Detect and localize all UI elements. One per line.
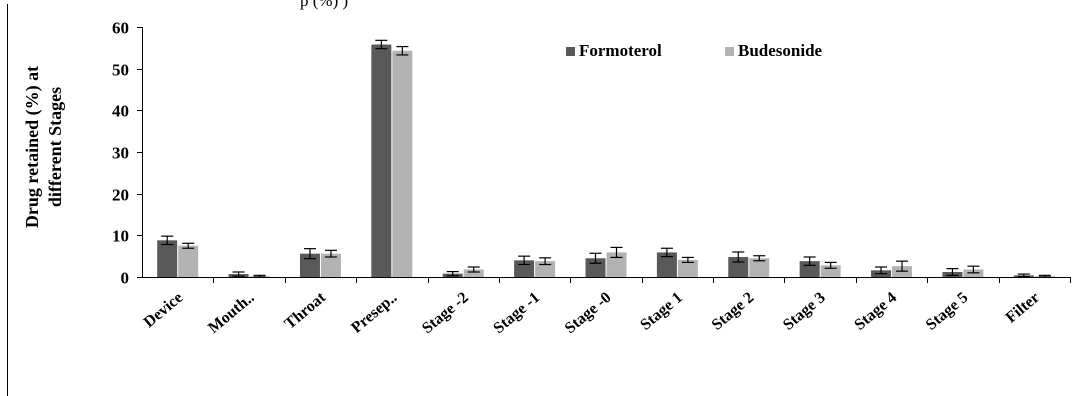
error-bar-budesonide (467, 266, 480, 273)
error-bar-formoterol (803, 256, 816, 266)
error-bar-budesonide (182, 242, 195, 249)
y-axis-title-line2: different Stages (45, 87, 65, 207)
error-bar-budesonide (967, 265, 980, 274)
error-bar-formoterol (232, 271, 245, 277)
legend: Formoterol Budesonide (566, 41, 823, 60)
error-bar-formoterol (375, 39, 388, 50)
x-category-label: Filter (1003, 289, 1043, 327)
error-bar-budesonide (324, 249, 337, 258)
error-bar-formoterol (660, 247, 673, 258)
bar-budesonide (606, 252, 627, 277)
error-bar-formoterol (946, 268, 959, 276)
y-tick-label: 30 (112, 144, 129, 163)
error-bar-formoterol (518, 255, 531, 266)
error-bar-budesonide (539, 257, 552, 266)
x-category-label: Stage -2 (419, 289, 472, 337)
error-bar-budesonide (610, 246, 623, 259)
error-bar-formoterol (161, 235, 174, 246)
y-tick-label: 0 (121, 269, 130, 288)
error-bar-budesonide (896, 260, 909, 272)
bar-budesonide (320, 253, 341, 277)
bar-formoterol (299, 253, 320, 277)
bar-budesonide (535, 261, 556, 277)
x-category-label: Stage -1 (490, 289, 543, 337)
bar-budesonide (392, 50, 413, 277)
bar-budesonide (820, 265, 841, 277)
error-bar-formoterol (732, 251, 745, 263)
y-tick-label: 40 (112, 102, 129, 121)
y-axis-title-line1: Drug retained (%) at (22, 66, 43, 228)
error-bar-budesonide (681, 256, 694, 264)
x-category-label: Stage 2 (709, 289, 758, 334)
bar-formoterol (656, 252, 677, 277)
error-bar-budesonide (824, 261, 837, 269)
y-tick-label: 10 (112, 227, 129, 246)
y-tick-label: 50 (112, 61, 129, 80)
y-tick-label: 60 (112, 19, 129, 38)
x-category-label: Stage 1 (637, 289, 686, 334)
bar-formoterol (371, 44, 392, 277)
error-bar-formoterol (875, 266, 888, 275)
x-category-label: Throat (282, 289, 330, 333)
y-tick-label: 20 (112, 186, 129, 205)
chart-caption-fragment: p (%) ) (300, 0, 349, 10)
legend-swatch-budesonide (725, 47, 734, 56)
legend-label-formoterol: Formoterol (579, 41, 662, 60)
bar-budesonide (749, 258, 770, 277)
error-bar-budesonide (753, 255, 766, 262)
x-category-label: Mouth.. (205, 289, 257, 337)
x-category-label: Presep.. (348, 289, 400, 337)
legend-label-budesonide: Budesonide (738, 41, 823, 60)
error-bar-formoterol (1017, 273, 1030, 278)
bar-formoterol (157, 240, 178, 277)
bar-budesonide (677, 259, 698, 277)
plot-area: 0 10 20 30 40 50 60 Device Mouth.. Throat Presep..… (112, 19, 1071, 337)
error-bar-formoterol (446, 270, 459, 277)
error-bar-budesonide (396, 45, 409, 56)
x-category-label: Stage -0 (562, 289, 615, 337)
error-bar-formoterol (303, 248, 316, 260)
error-bar-formoterol (589, 252, 602, 264)
x-category-label: Stage 4 (851, 289, 900, 334)
bar-budesonide (463, 269, 484, 277)
x-category-label: Device (141, 289, 187, 331)
x-category-label: Stage 5 (923, 289, 972, 334)
bar-budesonide (178, 245, 199, 277)
x-category-label: Stage 3 (780, 289, 829, 334)
legend-swatch-formoterol (566, 47, 575, 56)
